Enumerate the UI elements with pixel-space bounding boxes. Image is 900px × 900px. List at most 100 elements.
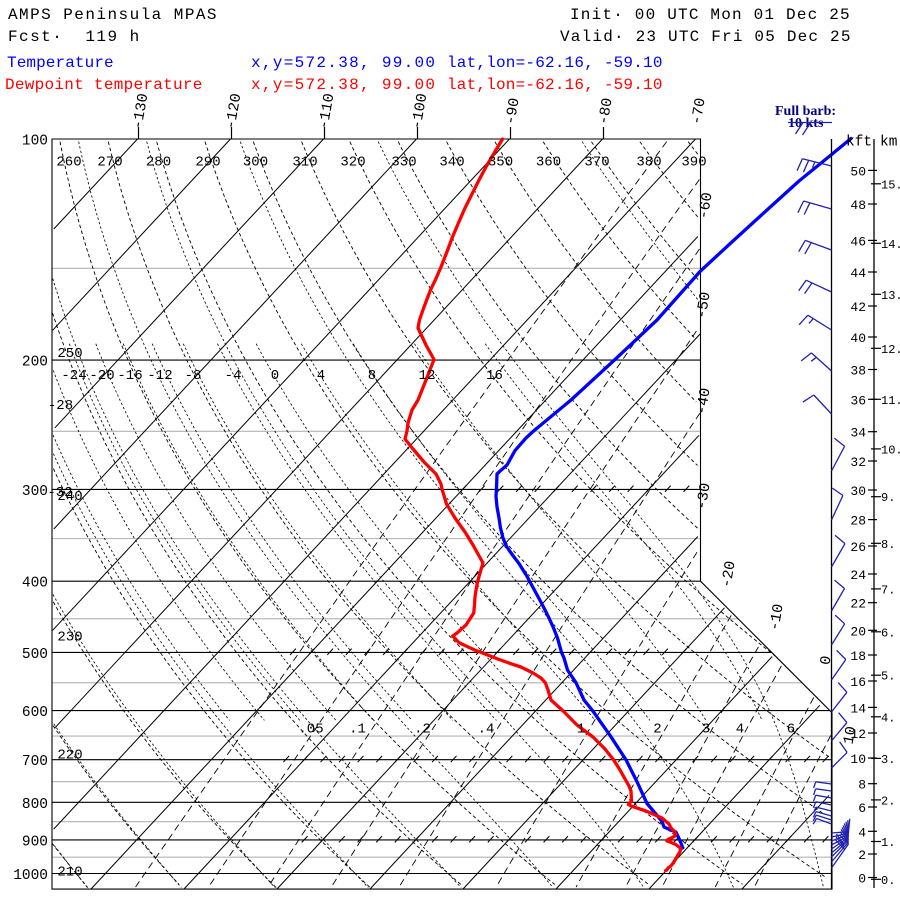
svg-text:4.: 4. [881,711,895,725]
svg-text:46: 46 [850,234,866,249]
svg-text:4: 4 [858,825,866,840]
svg-text:-70: -70 [688,97,709,127]
svg-text:10: 10 [841,725,861,746]
svg-text:6: 6 [858,801,866,816]
svg-text:.2: .2 [414,722,431,738]
svg-text:-100: -100 [409,92,432,130]
svg-text:2.: 2. [881,794,895,808]
svg-text:-30: -30 [693,482,714,512]
svg-text:600: 600 [22,705,48,721]
svg-text:2: 2 [858,848,866,863]
svg-text:-110: -110 [316,92,339,130]
svg-text:5.: 5. [881,670,895,684]
svg-text:7.: 7. [881,583,895,597]
svg-text:270: 270 [97,155,122,171]
svg-text:kft: kft [846,135,872,151]
svg-text:20: 20 [850,624,866,639]
svg-text:11.: 11. [881,394,900,408]
svg-text:.05: .05 [298,722,323,738]
svg-text:310: 310 [292,155,317,171]
svg-text:340: 340 [439,155,464,171]
svg-text:50: 50 [850,164,866,179]
svg-text:.4: .4 [478,722,495,738]
svg-text:3.: 3. [881,753,895,767]
svg-text:290: 290 [195,155,220,171]
svg-text:-8: -8 [185,368,202,384]
svg-text:230: 230 [57,630,82,646]
svg-text:300: 300 [22,484,48,500]
svg-text:-80: -80 [595,97,616,127]
svg-text:16: 16 [486,368,503,384]
svg-text:km: km [880,135,897,151]
svg-text:-50: -50 [693,291,714,321]
svg-text:900: 900 [22,834,48,850]
svg-text:260: 260 [56,155,81,171]
svg-text:1: 1 [577,722,585,738]
svg-text:36: 36 [850,393,866,408]
svg-text:-28: -28 [48,398,73,414]
svg-text:6: 6 [787,722,795,738]
svg-text:240: 240 [57,489,82,505]
svg-text:30: 30 [850,484,866,499]
svg-text:330: 330 [391,155,416,171]
svg-text:24: 24 [850,568,866,583]
svg-text:-10: -10 [766,603,787,633]
svg-text:13.: 13. [881,289,900,303]
svg-text:15.: 15. [881,178,900,192]
svg-text:-20: -20 [89,368,114,384]
svg-text:-16: -16 [117,368,142,384]
svg-text:700: 700 [22,754,48,770]
svg-text:250: 250 [57,346,82,362]
svg-text:-4: -4 [225,368,242,384]
svg-text:14.: 14. [881,238,900,252]
svg-text:26: 26 [850,540,866,555]
svg-text:48: 48 [850,198,866,213]
svg-text:0: 0 [858,872,866,887]
svg-text:14: 14 [850,701,866,716]
svg-text:300: 300 [243,155,268,171]
svg-text:-24: -24 [61,368,86,384]
svg-text:8: 8 [858,778,866,793]
svg-text:-90: -90 [502,97,523,127]
svg-text:6.: 6. [881,626,895,640]
svg-text:-130: -130 [130,92,153,130]
svg-text:100: 100 [22,134,48,150]
svg-text:.1: .1 [349,722,366,738]
svg-text:10.: 10. [881,443,900,457]
svg-text:500: 500 [22,647,48,663]
svg-text:-32: -32 [47,485,72,501]
svg-text:380: 380 [636,155,661,171]
svg-text:28: 28 [850,514,866,529]
svg-text:200: 200 [22,355,48,371]
svg-text:12.: 12. [881,343,900,357]
svg-text:350: 350 [488,155,513,171]
svg-text:18: 18 [850,649,866,664]
svg-text:38: 38 [850,364,866,379]
svg-text:42: 42 [850,300,866,315]
svg-text:32: 32 [850,455,866,470]
svg-text:9.: 9. [881,491,895,505]
svg-text:12: 12 [850,727,866,742]
svg-text:-12: -12 [147,368,172,384]
svg-text:320: 320 [340,155,365,171]
svg-text:400: 400 [22,576,48,592]
svg-text:4: 4 [736,722,744,738]
svg-text:210: 210 [57,865,82,881]
svg-text:-120: -120 [223,92,246,130]
svg-text:370: 370 [584,155,609,171]
svg-text:800: 800 [22,797,48,813]
svg-text:-20: -20 [718,560,739,590]
svg-text:12: 12 [419,368,436,384]
svg-text:16: 16 [850,675,866,690]
svg-text:40: 40 [850,331,866,346]
svg-text:280: 280 [146,155,171,171]
svg-text:-40: -40 [693,387,714,417]
svg-text:-60: -60 [695,191,716,221]
svg-text:0: 0 [817,654,835,666]
svg-text:0.: 0. [881,874,895,888]
svg-text:0: 0 [271,368,279,384]
svg-text:34: 34 [850,426,866,441]
svg-text:1.: 1. [881,836,895,850]
svg-text:44: 44 [850,266,866,281]
svg-text:22: 22 [850,597,866,612]
